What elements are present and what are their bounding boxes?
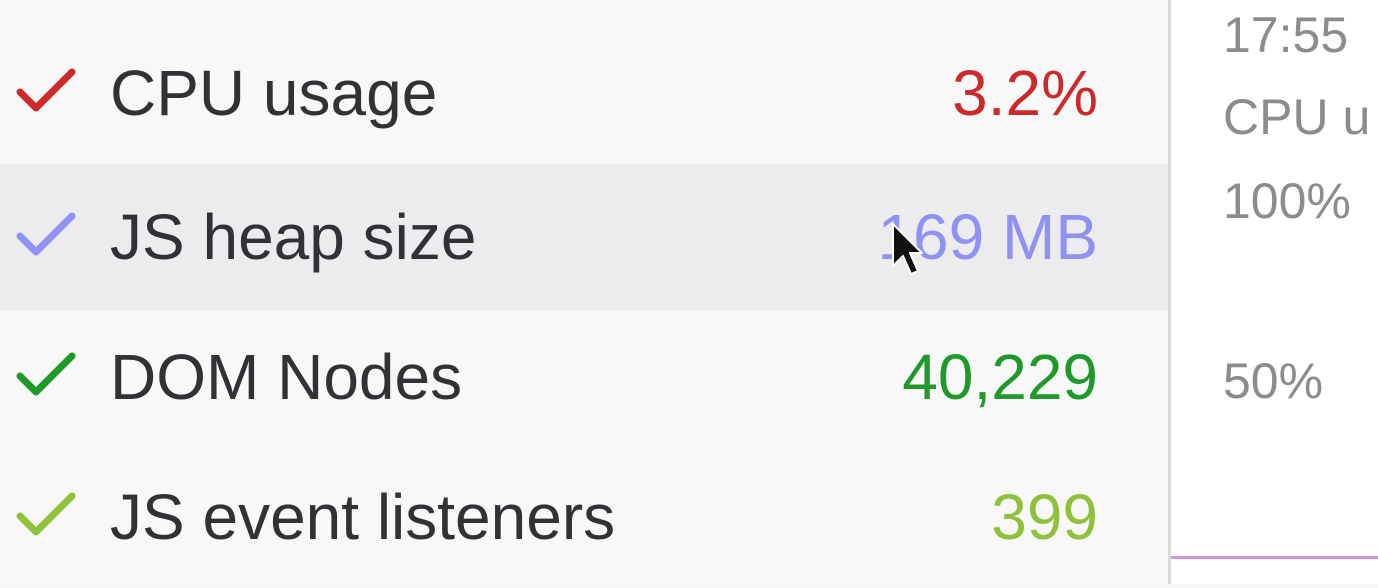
chart-tick-50: 50%: [1223, 353, 1324, 409]
metric-row-js-event-listeners[interactable]: JS event listeners 399: [0, 446, 1168, 588]
check-icon[interactable]: [16, 66, 76, 116]
metric-row-cpu-usage[interactable]: CPU usage 3.2%: [0, 22, 1168, 164]
mouse-pointer-icon: [890, 222, 924, 278]
metric-row-dom-nodes[interactable]: DOM Nodes 40,229: [0, 306, 1168, 448]
panel-divider[interactable]: [1168, 0, 1171, 584]
metric-value: 399: [991, 481, 1098, 553]
metric-label: DOM Nodes: [110, 341, 463, 413]
check-icon[interactable]: [16, 210, 76, 260]
check-icon[interactable]: [16, 490, 76, 540]
metric-label: CPU usage: [110, 57, 438, 129]
metric-label: JS event listeners: [110, 481, 616, 553]
metric-value: 3.2%: [952, 57, 1098, 129]
performance-chart-panel: 17:55 CPU u 100% 50%: [1171, 0, 1378, 584]
chart-series-line: [1171, 556, 1378, 559]
chart-tick-100: 100%: [1223, 173, 1351, 229]
chart-series-label: CPU u: [1223, 89, 1371, 145]
metric-row-js-heap-size[interactable]: JS heap size 169 MB: [0, 164, 1168, 310]
check-icon[interactable]: [16, 350, 76, 400]
metric-label: JS heap size: [110, 201, 477, 273]
chart-timestamp: 17:55: [1223, 7, 1349, 63]
performance-metrics-list: CPU usage 3.2% JS heap size 169 MB DOM N…: [0, 22, 1168, 553]
metric-value: 40,229: [902, 341, 1098, 413]
